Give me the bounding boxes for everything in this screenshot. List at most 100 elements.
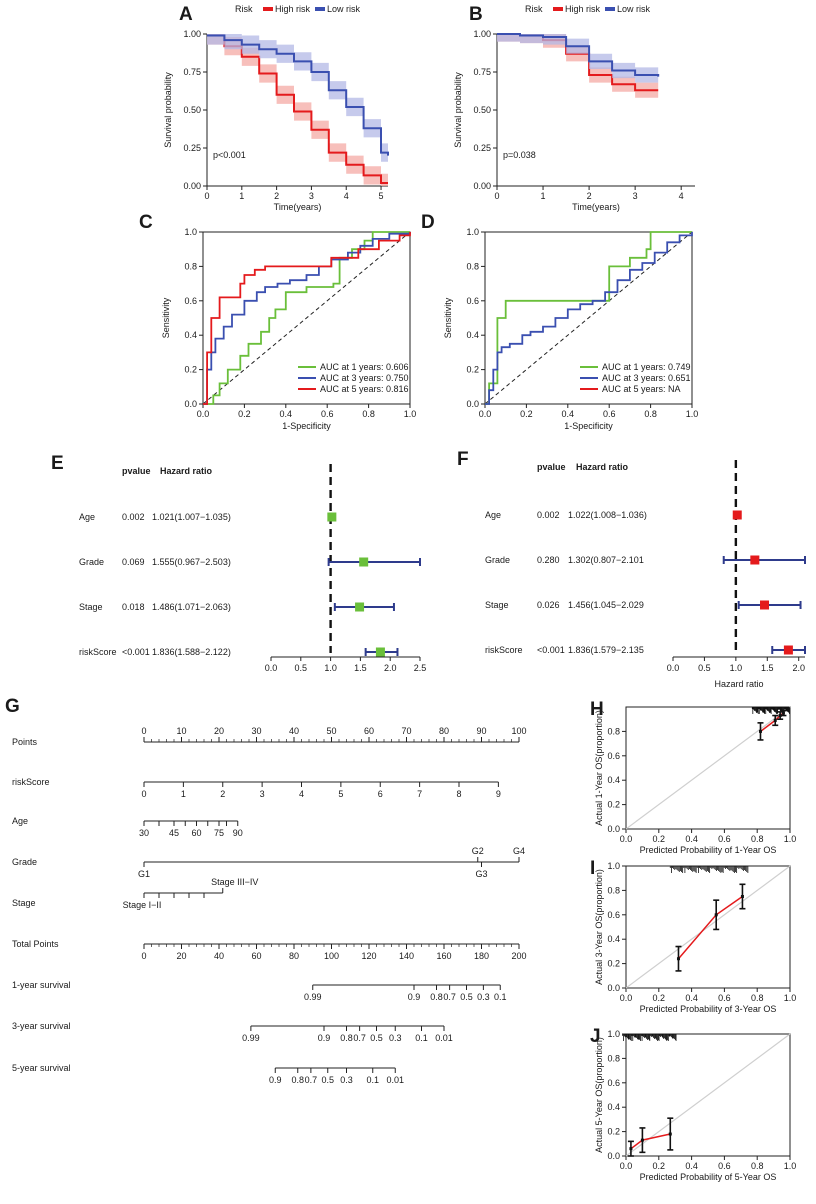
x-tick-label: 0.4 <box>562 409 575 419</box>
nomogram-tick-label: 0.3 <box>477 992 490 1002</box>
x-tick-label: 1 <box>239 191 244 201</box>
panel-label: B <box>469 4 483 25</box>
ideal-line <box>625 706 791 830</box>
x-tick-label: 0.2 <box>520 409 533 419</box>
panel-label: J <box>590 1026 601 1047</box>
x-tick-label: 1.0 <box>784 1161 797 1171</box>
x-tick-label: 2.0 <box>384 663 397 673</box>
legend-label: Low risk <box>327 4 361 14</box>
y-tick-label: 1.00 <box>183 29 201 39</box>
x-tick-label: 1.0 <box>784 993 797 1003</box>
nomogram-row-label: Grade <box>12 857 37 867</box>
x-axis-title: Hazard ratio <box>714 679 763 689</box>
y-tick-label: 0.8 <box>466 261 479 271</box>
x-tick-label: 0.2 <box>653 993 666 1003</box>
y-tick-label: 0.0 <box>607 1151 620 1161</box>
row-label: Grade <box>485 555 510 565</box>
roc-panel-D: 0.0 0.2 0.4 0.6 0.8 1.0 0.0 0.2 0.4 0.6 0.8 1.0 AUC … <box>421 212 698 431</box>
row-hr-text: 1.836(1.579−2.135 <box>568 645 644 655</box>
nomogram-tick-label: 90 <box>233 828 243 838</box>
row-label: riskScore <box>79 647 117 657</box>
calibration-point <box>714 913 718 917</box>
nomogram-tick-label: 180 <box>474 951 489 961</box>
nomogram-tick-label: 0.8 <box>340 1033 353 1043</box>
nomogram-tick-label: 0.8 <box>291 1075 304 1085</box>
nomogram-tick-label: 0.1 <box>415 1033 428 1043</box>
nomogram-tick-label: 40 <box>289 726 299 736</box>
x-tick-label: 0.0 <box>620 993 633 1003</box>
plot-frame <box>202 231 411 405</box>
x-tick-label: 2.5 <box>414 663 427 673</box>
calibration-point <box>740 895 744 898</box>
y-tick-label: 0.25 <box>183 143 201 153</box>
diagonal-reference <box>484 231 693 405</box>
nomogram-tick-label: 2 <box>220 789 225 799</box>
x-tick-label: 0.0 <box>667 663 680 673</box>
nomogram-tick-label: 0.7 <box>443 992 456 1002</box>
nomogram-row-label: Stage <box>12 898 36 908</box>
nomogram-tick-label: 10 <box>176 726 186 736</box>
nomogram-tick-label: 100 <box>511 726 526 736</box>
x-tick-label: 1.5 <box>761 663 774 673</box>
x-axis-title: Time(years) <box>274 202 322 212</box>
calibration-point <box>629 1147 633 1151</box>
survival-curve <box>497 33 660 77</box>
x-tick-label: 1.0 <box>404 409 417 419</box>
x-tick-label: 0.6 <box>321 409 334 419</box>
row-label: Age <box>79 512 95 522</box>
y-tick-label: 0.6 <box>607 751 620 761</box>
nomogram-tick-label: 0.99 <box>242 1033 260 1043</box>
x-tick-label: 0.0 <box>197 409 210 419</box>
y-tick-label: 0.6 <box>607 910 620 920</box>
p-value: p<0.001 <box>213 150 246 160</box>
nomogram-tick-label: 90 <box>476 726 486 736</box>
ideal-line <box>625 865 791 989</box>
roc-curve <box>203 232 411 405</box>
nomogram-tick-label: 200 <box>511 951 526 961</box>
y-tick-label: 0.8 <box>607 726 620 736</box>
nomogram-tick-label: 80 <box>289 951 299 961</box>
nomogram-row-label: Points <box>12 737 38 747</box>
legend-title: Risk <box>235 4 253 14</box>
legend-swatch <box>263 7 273 11</box>
x-tick-label: 1.0 <box>784 834 797 844</box>
row-label: Stage <box>79 602 103 612</box>
x-tick-label: 5 <box>379 191 384 201</box>
row-label: Stage <box>485 600 509 610</box>
legend-label: AUC at 3 years: 0.750 <box>320 373 409 383</box>
y-axis-title: Survival probability <box>453 72 463 148</box>
plot-frame <box>625 865 791 989</box>
nomogram-tick-label: 30 <box>251 726 261 736</box>
row-pvalue: <0.001 <box>122 647 150 657</box>
row-label: Grade <box>79 557 104 567</box>
y-tick-label: 0.2 <box>466 365 479 375</box>
roc-panel-C: 0.0 0.2 0.4 0.6 0.8 1.0 0.0 0.2 0.4 0.6 0.8 1.0 AUC … <box>139 212 416 431</box>
x-axis-title: Time(years) <box>572 202 620 212</box>
nomogram-tick-label: 0.5 <box>321 1075 334 1085</box>
x-tick-label: 1 <box>541 191 546 201</box>
hr-point <box>783 645 793 655</box>
x-tick-label: 4 <box>679 191 684 201</box>
diagonal-reference <box>202 231 411 405</box>
nomogram-tick-label: 50 <box>326 726 336 736</box>
x-axis-title: Predicted Probability of 1-Year OS <box>640 845 777 855</box>
nomogram-tick-label: 0.9 <box>269 1075 282 1085</box>
y-tick-label: 1.0 <box>607 861 620 871</box>
nomogram-tick-label: 40 <box>214 951 224 961</box>
nomogram-tick-label: G3 <box>475 869 487 879</box>
panel-label: F <box>457 449 469 470</box>
y-tick-label: 1.0 <box>184 227 197 237</box>
x-tick-label: 0.8 <box>362 409 375 419</box>
nomogram-tick-label: 0.5 <box>370 1033 383 1043</box>
nomogram-tick-label: G4 <box>513 846 525 856</box>
nomogram-tick-label: 6 <box>378 789 383 799</box>
calibration-point <box>668 1132 672 1136</box>
nomogram-tick-label: 8 <box>456 789 461 799</box>
calibration-curve <box>760 712 784 733</box>
nomogram-tick-label: 0.99 <box>304 992 322 1002</box>
pvalue-header: pvalue <box>122 466 151 476</box>
nomogram-tick-label: G2 <box>472 846 484 856</box>
x-tick-label: 1.5 <box>354 663 367 673</box>
nomogram-row-label: Total Points <box>12 939 59 949</box>
x-tick-label: 0.4 <box>685 993 698 1003</box>
